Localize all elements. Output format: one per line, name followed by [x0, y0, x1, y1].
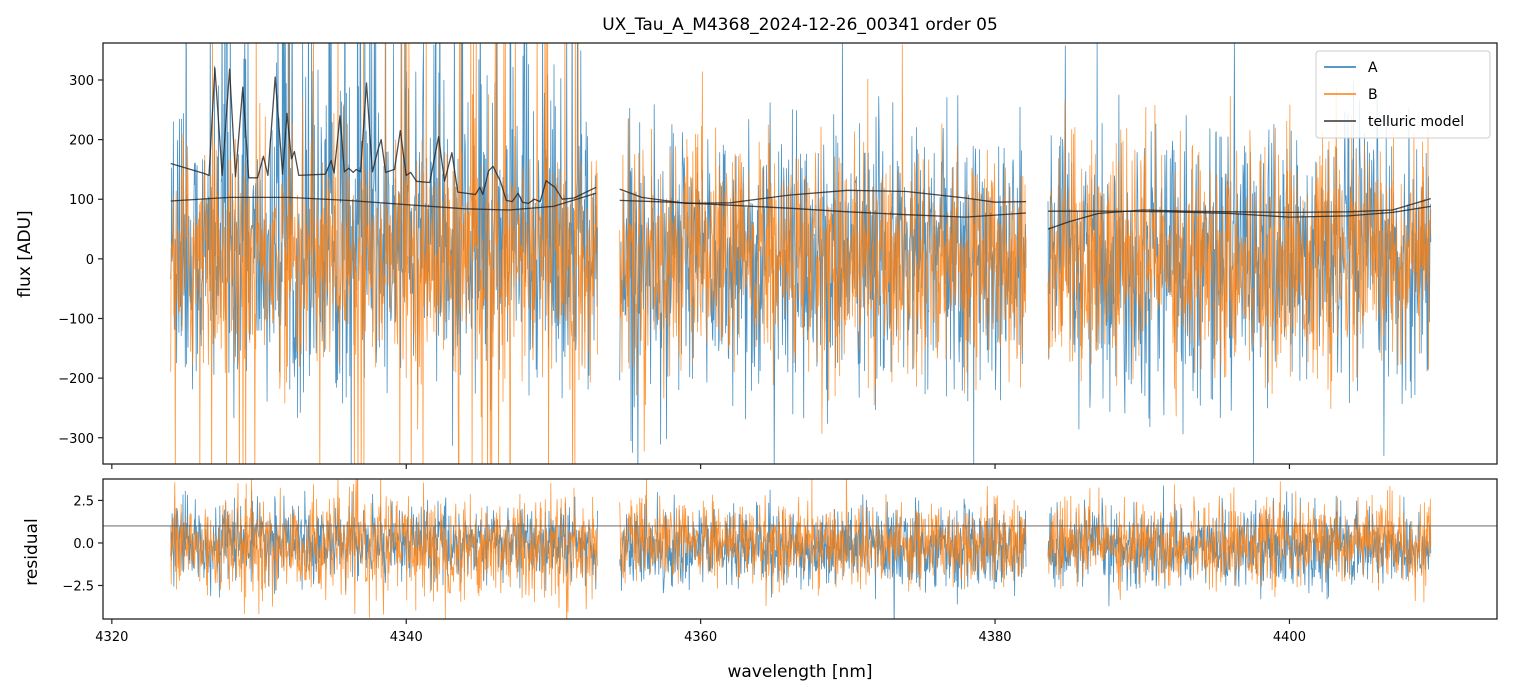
y-axis-label-flux: flux [ADU] [15, 210, 35, 297]
residual-plot [103, 479, 1497, 619]
telluric-model-line [1047, 197, 1431, 230]
x-tick-label: 4380 [978, 630, 1011, 645]
y-tick-label: 200 [69, 134, 94, 149]
y-tick-label: −300 [58, 432, 94, 447]
series-a-line [170, 43, 598, 464]
telluric-model-line [170, 67, 597, 205]
x-tick-label: 4360 [684, 630, 717, 645]
y-tick-label: 0.0 [73, 537, 94, 552]
chart-title: UX_Tau_A_M4368_2024-12-26_00341 order 05 [602, 15, 998, 35]
x-tick-label: 4400 [1273, 630, 1306, 645]
y-tick-label: 2.5 [73, 494, 94, 509]
series-b-line [1047, 481, 1432, 603]
x-tick-label: 4320 [95, 630, 128, 645]
legend: A B telluric model [1315, 50, 1491, 139]
telluric-model-line [619, 199, 1027, 218]
series-b-line [170, 479, 598, 619]
series-a-line [619, 489, 1027, 619]
y-tick-label: −2.5 [62, 579, 94, 594]
legend-label-a: A [1368, 60, 1378, 76]
legend-label-telluric: telluric model [1368, 114, 1464, 130]
y-tick-label: 0 [86, 253, 94, 268]
series-b-line [170, 43, 598, 464]
telluric-model-line [170, 192, 597, 211]
series-b-line [619, 44, 1027, 452]
x-tick-label: 4340 [390, 630, 423, 645]
flux-axes-frame [102, 42, 1498, 465]
residual-axes-frame [102, 478, 1498, 620]
y-tick-label: −200 [58, 372, 94, 387]
y-tick-label: 300 [69, 74, 94, 89]
telluric-model-line [619, 188, 1027, 205]
y-tick-label: 100 [69, 193, 94, 208]
x-axis-label: wavelength [nm] [727, 662, 872, 682]
y-tick-label: −100 [58, 312, 94, 327]
telluric-model-line [1048, 205, 1431, 218]
series-b-line [1047, 87, 1432, 417]
legend-label-b: B [1368, 87, 1378, 103]
flux-plot [170, 43, 1432, 464]
y-axis-label-residual: residual [22, 518, 42, 585]
series-b-line [619, 479, 1027, 607]
